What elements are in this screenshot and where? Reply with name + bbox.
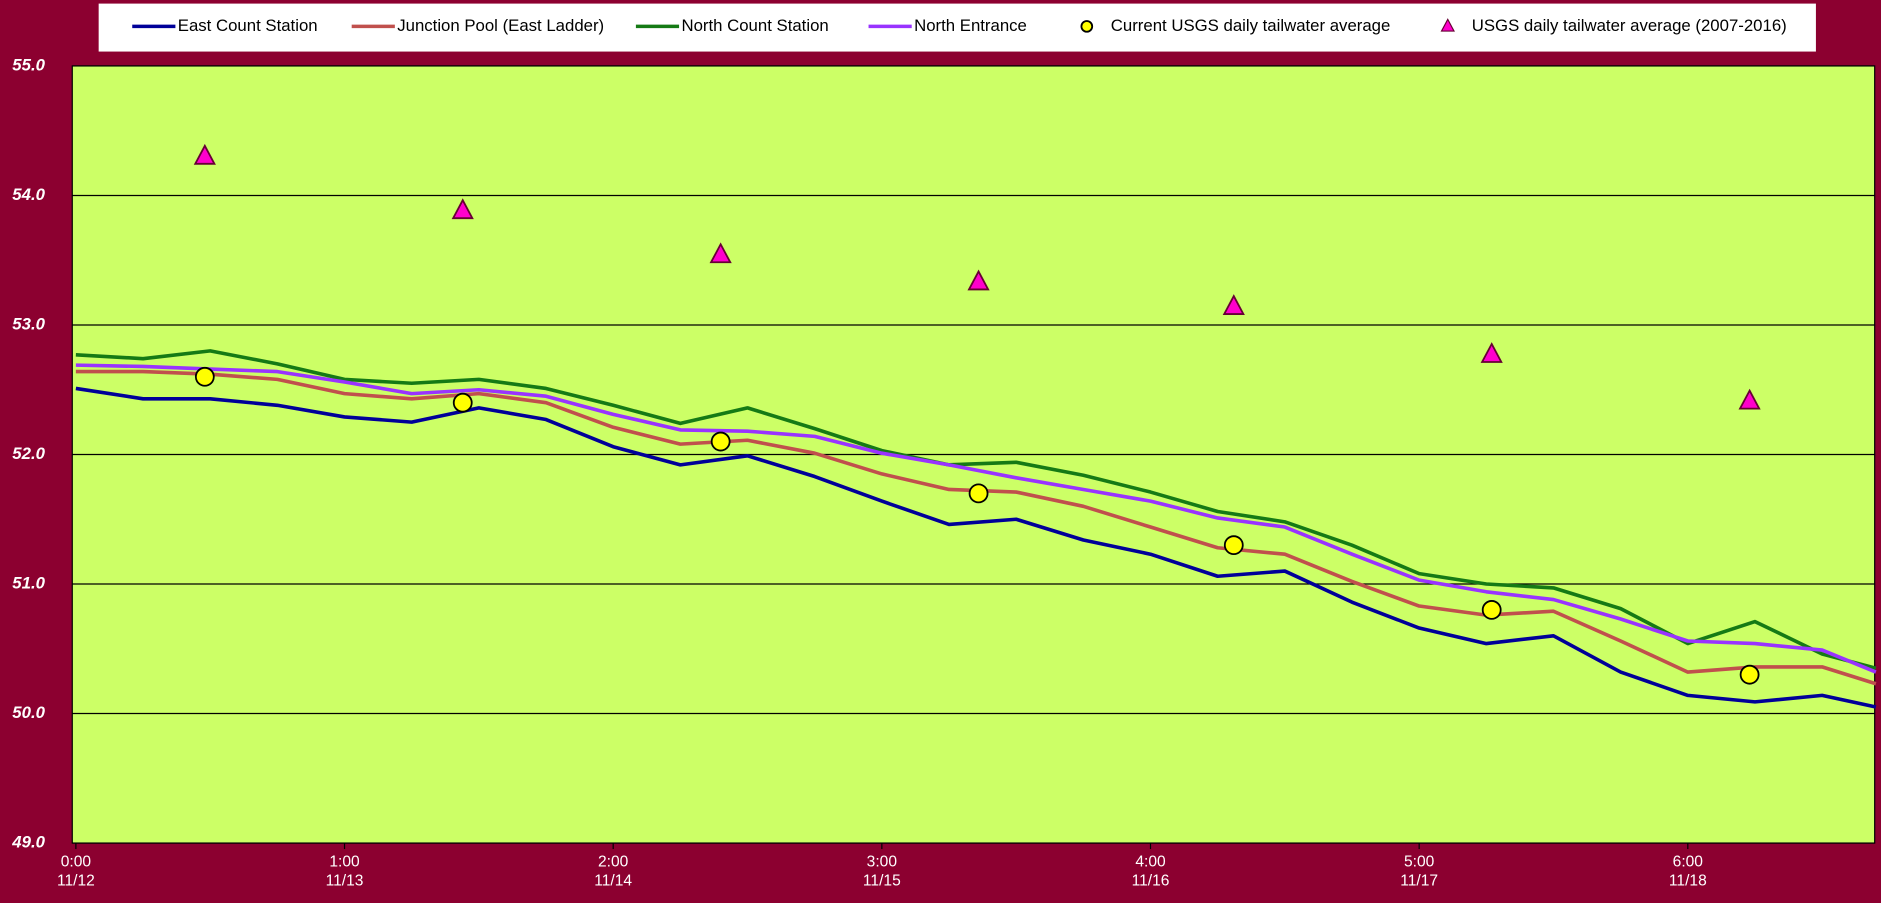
x-tick-date: 11/12: [57, 873, 95, 890]
scatter-point: [452, 392, 473, 413]
legend-label: North Entrance: [914, 16, 1027, 35]
x-tick-label: 2:00: [598, 853, 629, 870]
scatter-point: [968, 483, 989, 504]
x-tick-date: 11/14: [594, 873, 632, 890]
x-tick-label: 5:00: [1404, 853, 1435, 870]
scatter-point: [451, 198, 474, 220]
scatter-point: [1738, 388, 1761, 410]
x-tick-label: 4:00: [1135, 853, 1166, 870]
legend-swatch: [1440, 18, 1455, 32]
x-tick-label: 6:00: [1673, 853, 1704, 870]
y-tick-label: 52.0: [12, 444, 45, 463]
x-tick-date: 11/18: [1669, 873, 1707, 890]
y-tick-label: 53.0: [12, 314, 45, 333]
y-tick-label: 55.0: [12, 55, 45, 74]
x-tick-label: 1:00: [329, 853, 360, 870]
scatter-point: [967, 269, 990, 291]
scatter-point: [194, 366, 215, 387]
line-series: [75, 363, 1877, 674]
y-tick-label: 50.0: [12, 703, 45, 722]
y-tick-label: 51.0: [12, 573, 45, 592]
scatter-point: [1739, 664, 1760, 685]
x-tick-label: 0:00: [61, 853, 92, 870]
legend-label: North Count Station: [681, 16, 828, 35]
scatter-point: [1223, 535, 1244, 556]
x-tick-date: 11/17: [1400, 873, 1438, 890]
legend-label: USGS daily tailwater average (2007-2016): [1472, 16, 1787, 35]
scatter-point: [1480, 342, 1503, 363]
x-tick-label: 3:00: [867, 853, 898, 870]
x-tick-date: 11/15: [863, 873, 901, 890]
scatter-point: [1481, 600, 1502, 620]
legend-label: East Count Station: [178, 16, 318, 35]
y-tick-label: 54.0: [12, 185, 45, 204]
y-tick-label: 49.0: [11, 832, 45, 851]
legend-swatch: [1080, 20, 1094, 33]
line-series: [75, 386, 1877, 709]
scatter-point: [709, 242, 732, 264]
scatter-point: [193, 143, 216, 165]
x-tick-date: 11/16: [1132, 873, 1170, 890]
line-series: [75, 349, 1877, 670]
legend-label: Junction Pool (East Ladder): [397, 16, 604, 35]
scatter-point: [1222, 294, 1245, 315]
x-tick-date: 11/13: [326, 873, 364, 890]
scatter-point: [710, 431, 731, 452]
legend-label: Current USGS daily tailwater average: [1111, 16, 1391, 35]
